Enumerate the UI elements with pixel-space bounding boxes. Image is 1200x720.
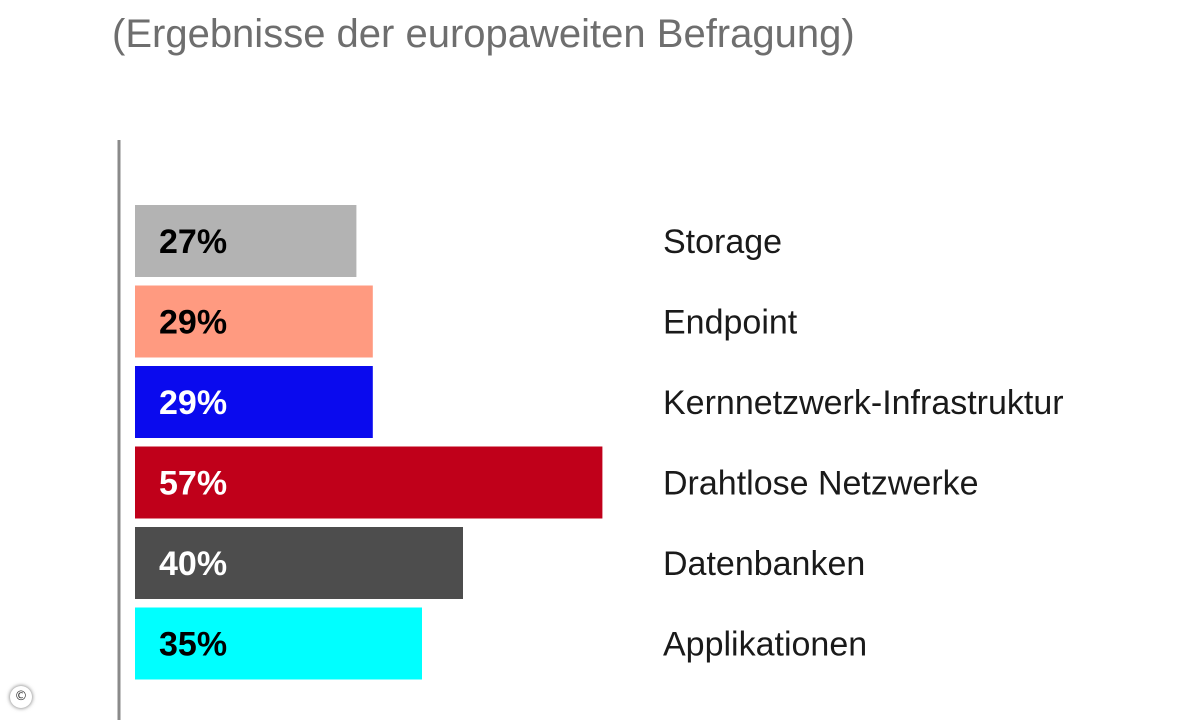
category-label: Storage [663,223,782,261]
bar-value-label: 29% [159,384,227,422]
category-label: Drahtlose Netzwerke [663,465,979,503]
category-label: Endpoint [663,304,798,342]
bar-value-label: 35% [159,626,227,664]
bars-group: 27% Storage 29% Endpoint 29% Kernnetzwerk-Inf… [135,205,1064,680]
category-label: Applikationen [663,626,867,664]
bar-4 [135,446,603,519]
bar-value-label: 27% [159,223,227,261]
bar-value-label: 40% [159,545,227,583]
bar-value-label: 57% [159,465,227,503]
bar-value-label: 29% [159,304,227,342]
bar-2 [135,285,373,358]
copyright-icon: © [10,686,32,708]
bar-1 [135,205,357,277]
chart-subtitle: (Ergebnisse der europaweiten Befragung) [112,12,855,56]
bar-5 [135,527,463,599]
category-label: Kernnetzwerk-Infrastruktur [663,384,1064,422]
bar-3 [135,366,373,438]
bar-6 [135,607,422,680]
category-label: Datenbanken [663,545,865,583]
